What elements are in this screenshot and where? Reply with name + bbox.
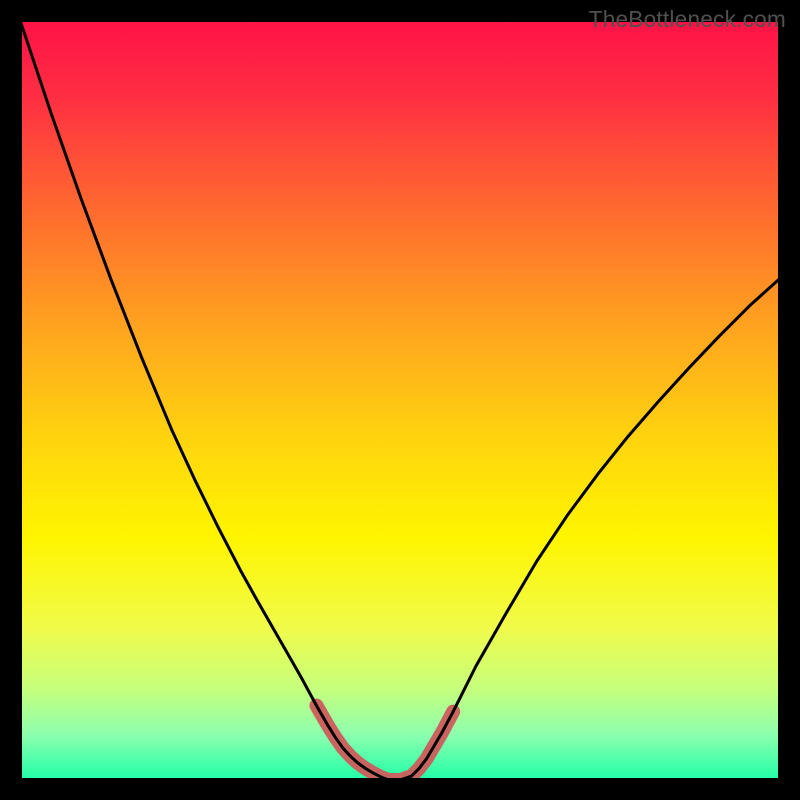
chart-container: TheBottleneck.com (0, 0, 800, 800)
bottleneck-chart (0, 0, 800, 800)
watermark-text: TheBottleneck.com (589, 6, 786, 33)
plot-background (20, 20, 780, 780)
